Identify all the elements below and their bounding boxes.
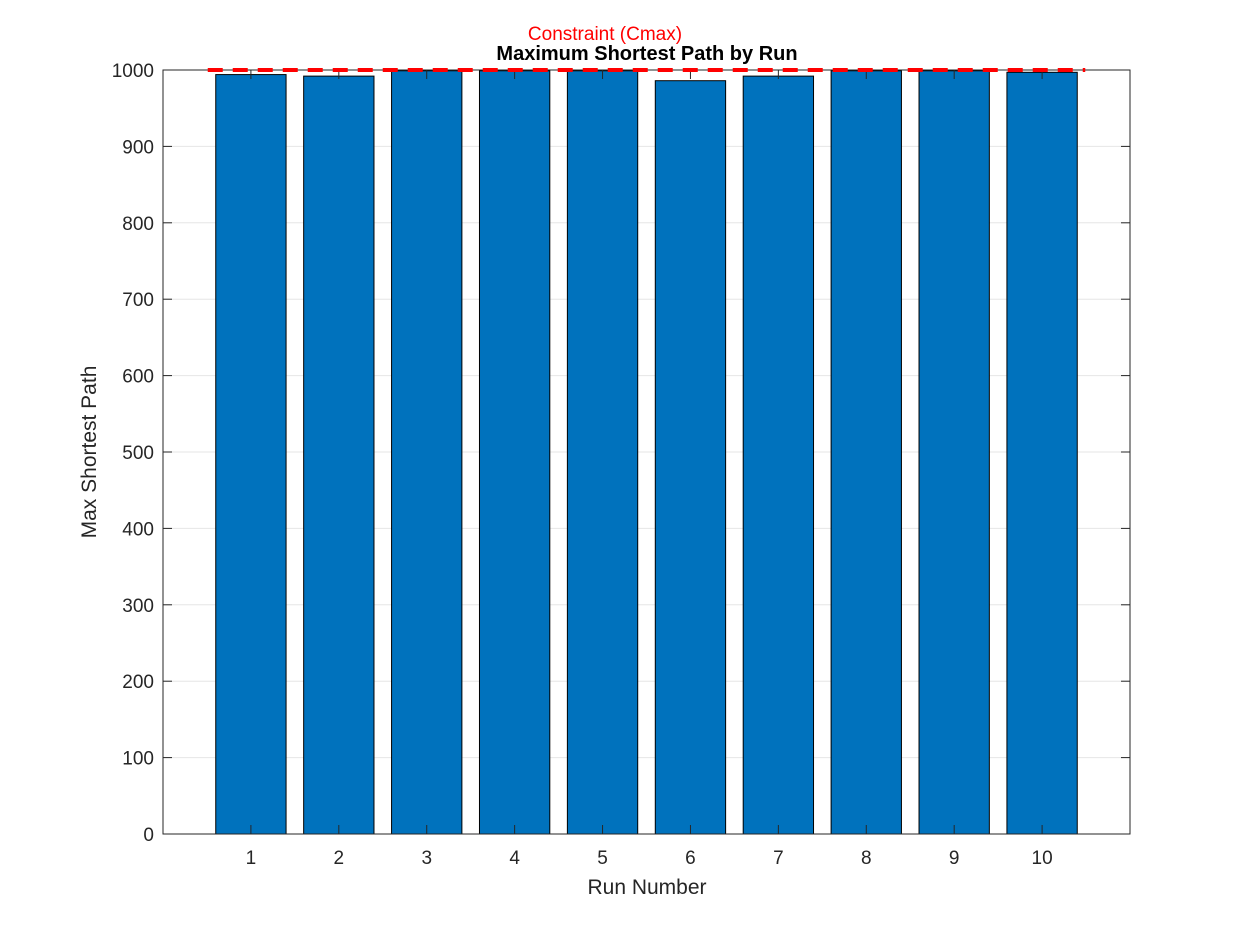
bar [918,70,990,835]
bar [566,70,639,835]
x-axis-ticks: 1 2 3 4 5 6 7 8 9 10 [246,70,1053,869]
y-axis-label: Max Shortest Path [78,366,101,539]
y-tick-label: 200 [122,672,154,693]
x-tick-label: 4 [509,848,520,869]
chart-title: Maximum Shortest Path by Run [496,43,797,65]
x-tick-label: 10 [1032,848,1053,869]
bar [391,70,463,835]
y-tick-label: 400 [122,519,154,540]
y-tick-label: 0 [143,825,154,846]
x-tick-label: 5 [597,848,608,869]
bar [742,75,815,835]
x-tick-label: 2 [334,848,345,869]
x-tick-label: 1 [246,848,257,869]
y-tick-label: 300 [122,596,154,617]
y-tick-label: 800 [122,214,154,235]
x-tick-label: 7 [773,848,784,869]
x-tick-label: 9 [949,848,960,869]
y-tick-label: 900 [122,137,154,158]
bar [303,75,375,835]
bar [215,74,287,835]
y-tick-label: 700 [122,290,154,311]
x-axis-label: Run Number [587,876,706,899]
bar [654,80,727,835]
x-tick-label: 6 [685,848,696,869]
y-tick-label: 600 [122,367,154,388]
y-axis-ticks: 0 100 200 300 400 500 600 700 800 900 1000 [112,61,1130,846]
x-tick-label: 8 [861,848,872,869]
bars [215,70,1078,835]
plot-area: 0 100 200 300 400 500 600 700 800 900 1000 1 2 3 4 5 6 7… [112,61,1131,869]
y-tick-label: 1000 [112,61,154,82]
y-tick-label: 500 [122,443,154,464]
y-tick-label: 100 [122,749,154,770]
x-tick-label: 3 [421,848,432,869]
bar [1006,71,1078,835]
constraint-label: Constraint (Cmax) [528,24,682,45]
bar [478,70,551,835]
bar [830,70,902,835]
